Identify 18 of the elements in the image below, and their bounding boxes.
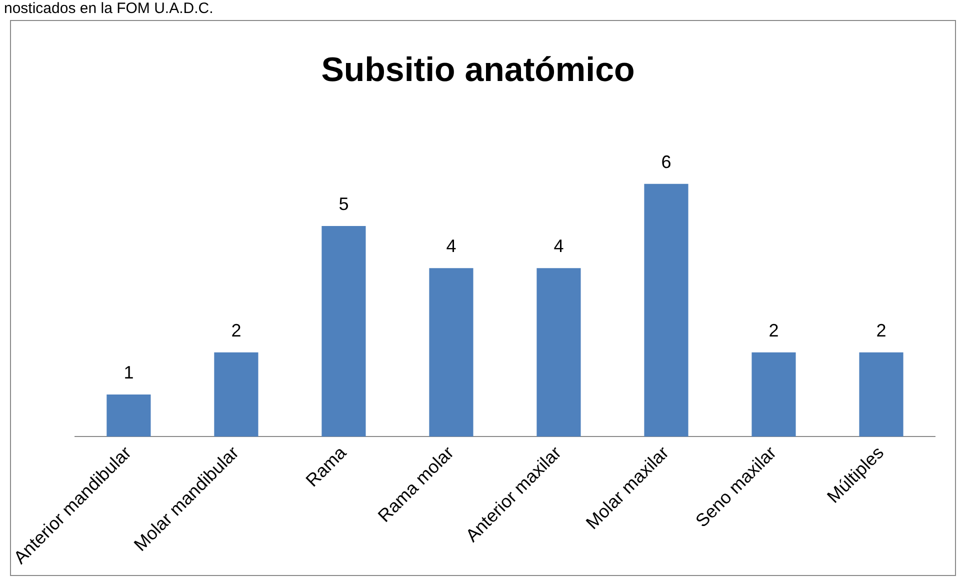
bar [322, 226, 366, 437]
data-label: 1 [124, 362, 134, 382]
chart-title: Subsitio anatómico [321, 50, 635, 89]
bar [644, 184, 688, 437]
data-label: 5 [338, 194, 349, 214]
bar [214, 352, 258, 437]
bar [106, 394, 151, 437]
bar [429, 268, 474, 437]
data-label: 2 [231, 320, 242, 340]
data-label: 4 [446, 236, 456, 256]
bar [536, 268, 581, 437]
data-label: 2 [876, 320, 886, 340]
text: nosticados en la FOM U.A.D.C. [4, 0, 214, 17]
data-label: 4 [554, 236, 564, 256]
bar [859, 352, 904, 437]
data-label: 6 [661, 152, 672, 172]
bar [752, 352, 796, 437]
data-label: 2 [768, 320, 779, 340]
